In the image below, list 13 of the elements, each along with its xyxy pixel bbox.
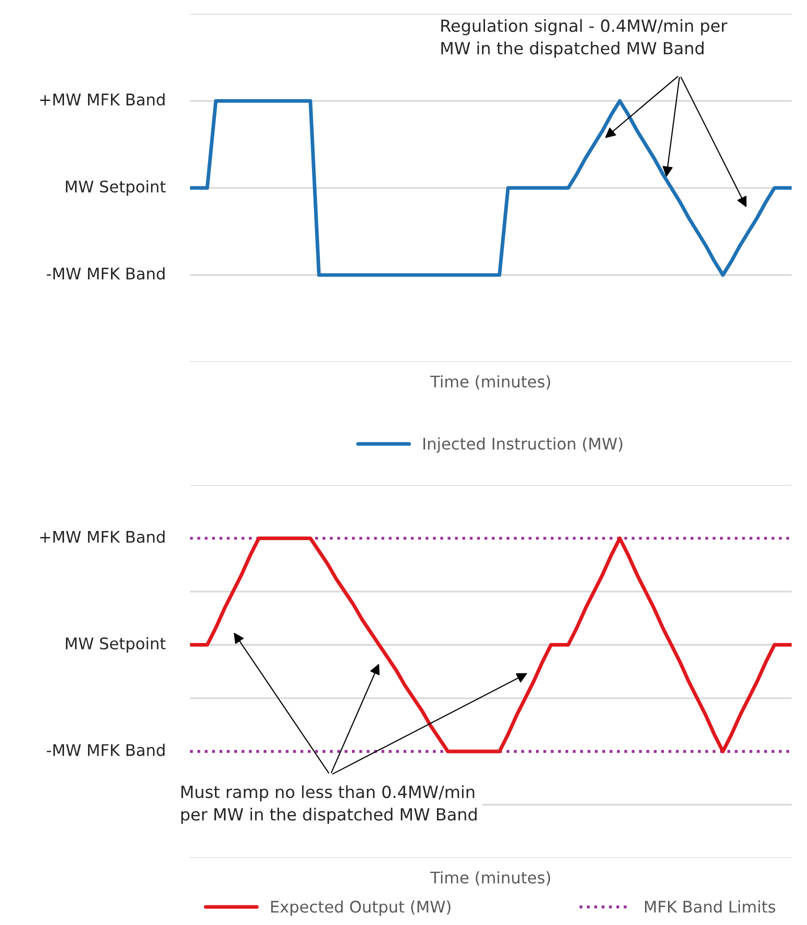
x-axis-title: Time (minutes) (430, 375, 550, 390)
legend-label: Injected Instruction (MW) (423, 437, 622, 453)
x-axis-title: Time (minutes) (430, 871, 550, 886)
text: +MW MFK Band (40, 93, 165, 106)
text: MW Setpoint (66, 180, 166, 196)
text: -MW MFK Band (46, 744, 165, 756)
legend-label: MFK Band Limits (645, 900, 776, 913)
legend-label: Expected Output (MW) (271, 900, 450, 916)
text: Regulation signal - 0.4MW/min per MW in the dispatched MW Band (441, 19, 728, 58)
text: Must ramp no less than 0.4MW/min per MW in the dispatched MW Band (181, 785, 477, 824)
text: MW Setpoint (66, 637, 166, 653)
text: +MW MFK Band (40, 530, 165, 543)
text: -MW MFK Band (46, 267, 165, 280)
